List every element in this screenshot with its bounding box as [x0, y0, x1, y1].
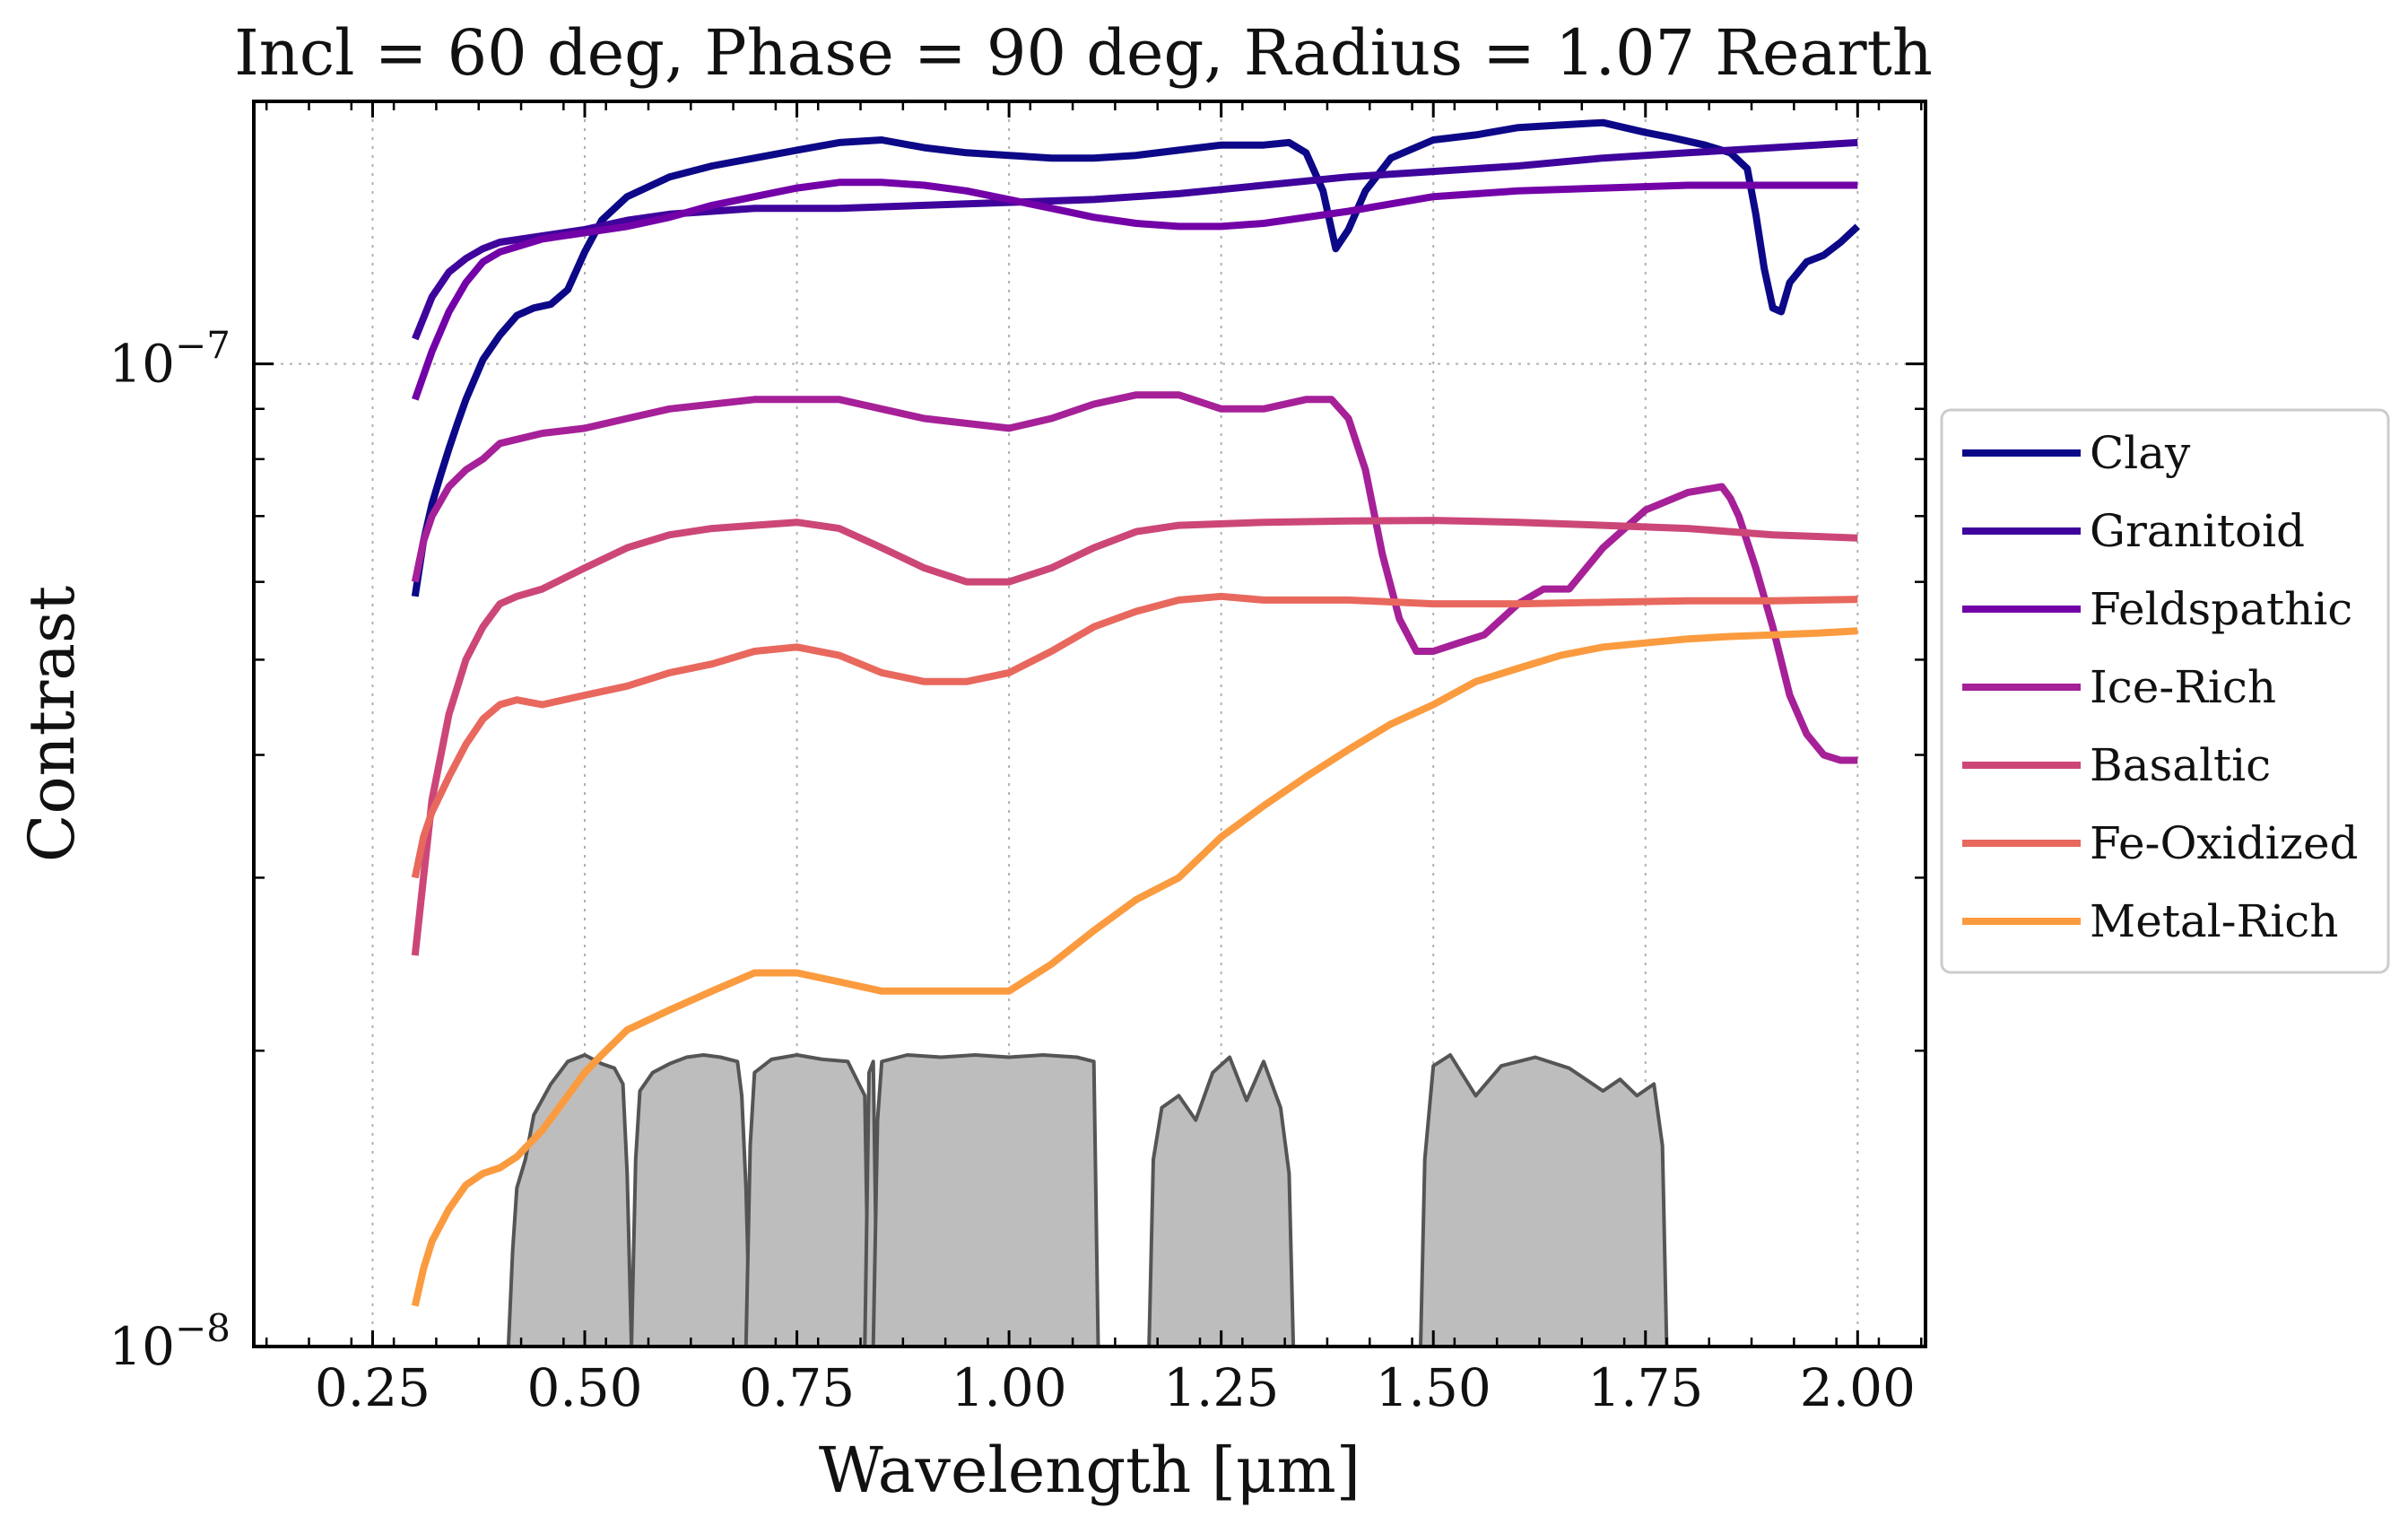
legend: Clay Granitoid Feldspathic Ice-Rich Basaltic… — [1940, 408, 2390, 974]
filter-band — [871, 1053, 1100, 1348]
legend-label-granitoid: Granitoid — [2090, 505, 2305, 557]
axis-ticks: 0.25 0.50 0.75 1.00 1.25 1.50 1.75 2.00 10−8 10−7 — [109, 101, 1926, 1418]
x-tick-label: 0.50 — [526, 1357, 642, 1418]
x-tick-label: 1.50 — [1376, 1357, 1491, 1418]
series-line-ice-rich — [411, 391, 1858, 764]
filter-band — [1147, 1055, 1296, 1348]
x-tick-label: 1.75 — [1587, 1357, 1703, 1418]
x-tick-label: 1.25 — [1163, 1357, 1279, 1418]
y-tick-label: 10−8 — [109, 1306, 230, 1377]
plot-area-frame — [252, 100, 1927, 1348]
x-axis-label: Wavelength [μm] — [819, 1434, 1360, 1507]
legend-label-metal-rich: Metal-Rich — [2090, 895, 2338, 947]
x-tick-label: 2.00 — [1800, 1357, 1916, 1418]
series-line-fe-oxidized — [411, 592, 1858, 879]
series-line-granitoid — [412, 138, 1858, 341]
legend-label-ice-rich: Ice-Rich — [2090, 661, 2276, 713]
series-line-feldspathic — [412, 179, 1858, 401]
series-lines — [411, 118, 1861, 1307]
filter-band — [1419, 1053, 1669, 1348]
series-line-basaltic — [411, 517, 1858, 956]
filter-band — [743, 1053, 871, 1348]
x-tick-label: 0.25 — [315, 1357, 430, 1418]
chart-title: Incl = 60 deg, Phase = 90 deg, Radius = … — [234, 16, 1933, 90]
legend-label-fe-oxidized: Fe-Oxidized — [2090, 817, 2359, 869]
legend-label-clay: Clay — [2090, 427, 2191, 479]
legend-box — [1940, 408, 2390, 974]
filter-band — [506, 1053, 634, 1348]
x-tick-label: 0.75 — [739, 1357, 855, 1418]
legend-label-basaltic: Basaltic — [2090, 739, 2271, 791]
filter-bands — [506, 1053, 1669, 1348]
y-axis-label: Contrast — [15, 586, 89, 862]
series-line-clay — [411, 118, 1861, 597]
series-line-metal-rich — [411, 627, 1858, 1307]
filter-band — [630, 1053, 752, 1348]
legend-label-feldspathic: Feldspathic — [2090, 583, 2352, 635]
y-tick-label: 10−7 — [109, 324, 230, 395]
x-tick-label: 1.00 — [952, 1357, 1067, 1418]
